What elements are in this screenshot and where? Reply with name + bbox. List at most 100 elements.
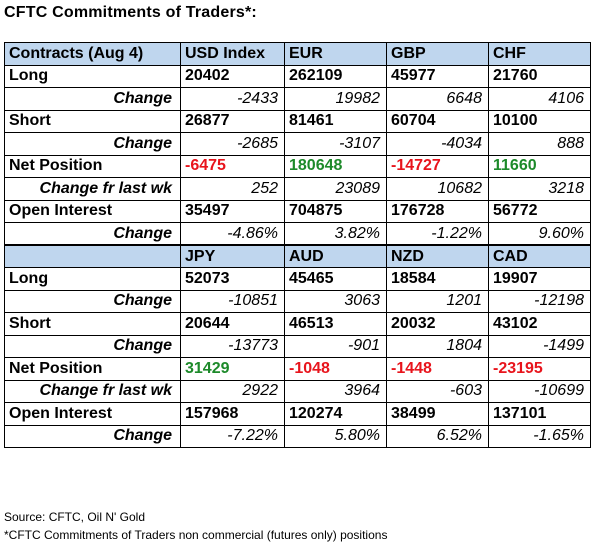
short-row: Short 20644 46513 20032 43102 — [4, 312, 591, 336]
cell: -10851 — [180, 289, 285, 313]
cell: -4.86% — [180, 222, 285, 246]
cell: 3.82% — [284, 222, 387, 246]
header-row-2: JPY AUD NZD CAD — [4, 244, 591, 268]
cell: 18584 — [386, 267, 489, 291]
cell: 9.60% — [488, 222, 591, 246]
row-label: Change — [4, 222, 181, 246]
cell: 45465 — [284, 267, 387, 291]
net-change-row: Change fr last wk 2922 3964 -603 -10699 — [4, 379, 591, 403]
cell: -3107 — [284, 132, 387, 156]
row-label: Long — [4, 267, 181, 291]
cell: 252 — [180, 177, 285, 201]
oi-change-row: Change -7.22% 5.80% 6.52% -1.65% — [4, 424, 591, 448]
cell: 4106 — [488, 87, 591, 111]
footnote: *CFTC Commitments of Traders non commerc… — [4, 528, 388, 542]
cell: 176728 — [386, 199, 489, 223]
cell: -4034 — [386, 132, 489, 156]
row-label: Short — [4, 312, 181, 336]
cell: 45977 — [386, 64, 489, 88]
cell: 19982 — [284, 87, 387, 111]
cell: 20032 — [386, 312, 489, 336]
cell: 137101 — [488, 402, 591, 426]
cell: 23089 — [284, 177, 387, 201]
header-cell: Contracts (Aug 4) — [4, 42, 181, 66]
cell: 120274 — [284, 402, 387, 426]
cell: 1201 — [386, 289, 489, 313]
cell: 56772 — [488, 199, 591, 223]
cell: 46513 — [284, 312, 387, 336]
cell: 20644 — [180, 312, 285, 336]
header-cell: AUD — [284, 244, 387, 268]
header-cell — [4, 244, 181, 268]
cell: -1448 — [386, 357, 489, 381]
header-cell: JPY — [180, 244, 285, 268]
cell: 10100 — [488, 109, 591, 133]
source-note: Source: CFTC, Oil N' Gold — [4, 510, 145, 524]
cell: 888 — [488, 132, 591, 156]
cell: 6.52% — [386, 424, 489, 448]
cell: -23195 — [488, 357, 591, 381]
net-position-row: Net Position 31429 -1048 -1448 -23195 — [4, 357, 591, 381]
cell: 1804 — [386, 334, 489, 358]
cell: 180648 — [284, 154, 387, 178]
header-row-1: Contracts (Aug 4) USD Index EUR GBP CHF — [4, 42, 591, 66]
open-interest-row: Open Interest 157968 120274 38499 137101 — [4, 402, 591, 426]
cell: 31429 — [180, 357, 285, 381]
net-position-row: Net Position -6475 180648 -14727 11660 — [4, 154, 591, 178]
oi-change-row: Change -4.86% 3.82% -1.22% 9.60% — [4, 222, 591, 246]
cell: -603 — [386, 379, 489, 403]
cell: 11660 — [488, 154, 591, 178]
cell: -14727 — [386, 154, 489, 178]
cell: -2433 — [180, 87, 285, 111]
cell: 43102 — [488, 312, 591, 336]
row-label: Open Interest — [4, 199, 181, 223]
cell: 3218 — [488, 177, 591, 201]
cell: 21760 — [488, 64, 591, 88]
header-cell: USD Index — [180, 42, 285, 66]
header-cell: CAD — [488, 244, 591, 268]
cell: 3964 — [284, 379, 387, 403]
cell: 20402 — [180, 64, 285, 88]
cell: 704875 — [284, 199, 387, 223]
cell: -2685 — [180, 132, 285, 156]
row-label: Change fr last wk — [4, 177, 181, 201]
row-label: Change — [4, 87, 181, 111]
cell: 5.80% — [284, 424, 387, 448]
long-row: Long 20402 262109 45977 21760 — [4, 64, 591, 88]
page-title: CFTC Commitments of Traders*: — [4, 4, 257, 21]
header-cell: CHF — [488, 42, 591, 66]
open-interest-row: Open Interest 35497 704875 176728 56772 — [4, 199, 591, 223]
row-label: Change — [4, 289, 181, 313]
long-change-row: Change -10851 3063 1201 -12198 — [4, 289, 591, 313]
cell: 2922 — [180, 379, 285, 403]
cell: 262109 — [284, 64, 387, 88]
short-change-row: Change -2685 -3107 -4034 888 — [4, 132, 591, 156]
cell: -1499 — [488, 334, 591, 358]
cell: -13773 — [180, 334, 285, 358]
cell: 52073 — [180, 267, 285, 291]
cell: 19907 — [488, 267, 591, 291]
row-label: Short — [4, 109, 181, 133]
cell: 35497 — [180, 199, 285, 223]
cell: 60704 — [386, 109, 489, 133]
row-label: Open Interest — [4, 402, 181, 426]
row-label: Long — [4, 64, 181, 88]
row-label: Change — [4, 132, 181, 156]
long-row: Long 52073 45465 18584 19907 — [4, 267, 591, 291]
cell: 157968 — [180, 402, 285, 426]
cell: -7.22% — [180, 424, 285, 448]
row-label: Change — [4, 424, 181, 448]
cell: 81461 — [284, 109, 387, 133]
cell: 26877 — [180, 109, 285, 133]
row-label: Change fr last wk — [4, 379, 181, 403]
header-cell: NZD — [386, 244, 489, 268]
row-label: Net Position — [4, 357, 181, 381]
row-label: Change — [4, 334, 181, 358]
cell: -1048 — [284, 357, 387, 381]
net-change-row: Change fr last wk 252 23089 10682 3218 — [4, 177, 591, 201]
cell: 10682 — [386, 177, 489, 201]
short-change-row: Change -13773 -901 1804 -1499 — [4, 334, 591, 358]
long-change-row: Change -2433 19982 6648 4106 — [4, 87, 591, 111]
cell: -6475 — [180, 154, 285, 178]
cell: -10699 — [488, 379, 591, 403]
